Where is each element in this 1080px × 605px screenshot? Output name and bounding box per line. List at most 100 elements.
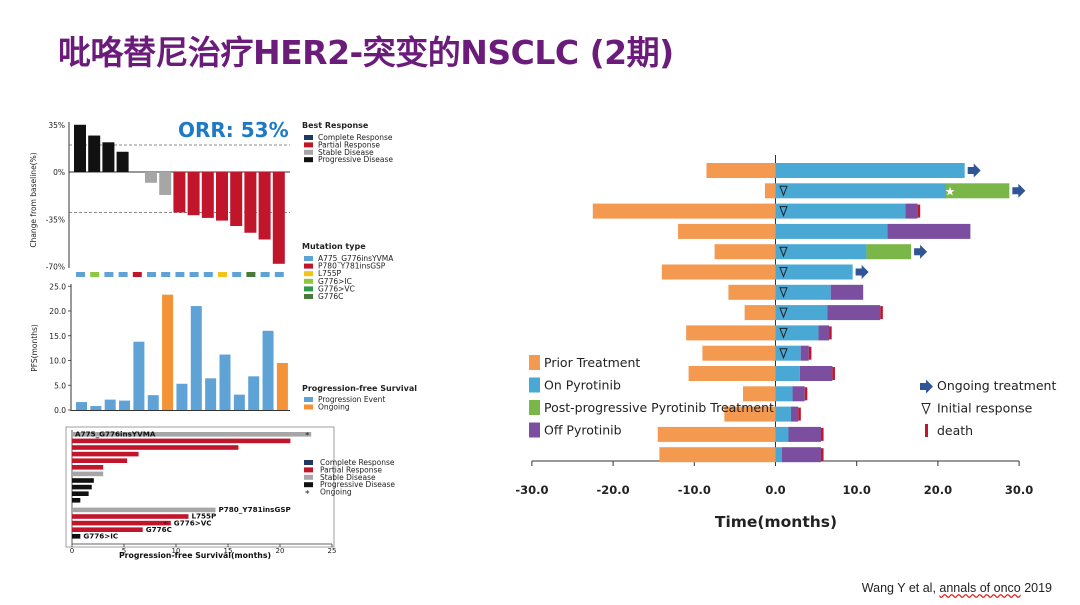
mutation-legend-label: P780_Y781insGSP xyxy=(318,262,386,271)
pfs-bar xyxy=(205,378,217,410)
waterfall-bar xyxy=(116,151,129,172)
mutation-legend-label: G776>IC xyxy=(318,277,352,286)
waterfall-bar xyxy=(145,172,157,183)
swimmer-small-ongoing-star: * xyxy=(164,520,168,529)
swimmer-bar-on-pyrotinib xyxy=(775,447,782,463)
best-response-legend-title: Best Response xyxy=(302,121,369,130)
mutation-cell xyxy=(90,272,100,277)
swimmer-bar-off-pyrotinib xyxy=(799,366,833,381)
swimmer-small-bar xyxy=(72,445,239,450)
swimmer-death-marker xyxy=(829,326,832,340)
swimmer-bar-prior-treatment xyxy=(744,305,776,321)
waterfall-bar xyxy=(159,172,172,195)
swimmer-small-bar xyxy=(72,534,81,539)
pfs-bar-chart: 0.0 5.0 10.0 15.0 20.0 25.0 PFS(months) Progres… xyxy=(30,282,417,415)
pfs-bar xyxy=(76,402,87,410)
waterfall-bar xyxy=(272,172,285,264)
swimmer-initial-response-marker xyxy=(779,327,788,339)
citation-prefix: Wang Y et al, xyxy=(861,581,940,595)
swimmer-initial-response-marker xyxy=(779,206,788,217)
swimmer-small-x-tick: 0 xyxy=(70,547,74,555)
pfs-y-tick: 5.0 xyxy=(54,381,66,390)
swimmer-initial-response-marker xyxy=(779,307,788,319)
orr-label: ORR: 53% xyxy=(178,118,289,142)
swimmer-bar-post-progressive xyxy=(866,244,912,260)
swimmer-bar-prior-treatment xyxy=(686,325,776,341)
swimmer-bar-prior-treatment xyxy=(678,223,776,239)
mutation-cell xyxy=(132,272,142,277)
swimmer-bar-on-pyrotinib xyxy=(775,284,831,300)
mutation-cell xyxy=(104,272,114,277)
waterfall-y-label: Change from baseline(%) xyxy=(29,152,38,247)
pfs-y-label: PFS(months) xyxy=(30,324,39,372)
swimmer-bar-off-pyrotinib xyxy=(818,325,830,341)
swimmer-bar-prior-treatment xyxy=(702,345,776,361)
swimmer-bar-on-pyrotinib xyxy=(775,345,801,361)
swimmer-initial-response-marker xyxy=(779,246,788,258)
swimmer-small-x-tick: 10 xyxy=(172,547,181,555)
swimmer-bar-off-pyrotinib xyxy=(905,203,918,219)
swimmer-small-legend-swatch xyxy=(304,467,313,473)
best-response-legend-label: Stable Disease xyxy=(318,148,374,157)
swimmer-death-marker xyxy=(804,387,808,401)
swimmer-x-tick: -30.0 xyxy=(515,483,548,497)
swimmer-initial-response-marker xyxy=(779,267,788,278)
swimmer-small-legend-swatch xyxy=(304,482,313,488)
swimmer-small-row-label: P780_Y781insGSP xyxy=(219,505,291,514)
mutation-cell xyxy=(147,272,156,277)
pfs-bar xyxy=(119,400,131,410)
mutation-cell xyxy=(175,272,185,277)
pfs-legend-swatch xyxy=(304,404,313,410)
pfs-bar xyxy=(248,376,260,410)
swimmer-small-bar xyxy=(72,507,216,513)
swimmer-bar-on-pyrotinib xyxy=(775,244,867,260)
swimmer-x-tick: 20.0 xyxy=(924,483,952,497)
swimmer-small-bar xyxy=(72,498,81,503)
swimmer-small-bar xyxy=(72,520,171,526)
waterfall-bar xyxy=(230,172,243,226)
mutation-legend-swatch xyxy=(304,263,313,269)
mutation-legend-swatch xyxy=(304,286,313,292)
swimmer-initial-response-marker xyxy=(779,287,788,299)
pfs-bar xyxy=(104,399,116,410)
swimmer-small-bar xyxy=(72,491,89,496)
best-response-legend-swatch xyxy=(304,149,313,155)
swimmer-x-tick: 0.0 xyxy=(765,483,785,497)
swimmer-legend-label: Post-progressive Pyrotinib Treatment xyxy=(544,400,774,415)
mutation-legend-label: L755P xyxy=(318,269,341,278)
mutation-cell xyxy=(218,272,227,277)
mutation-legend-title: Mutation type xyxy=(302,242,366,251)
swimmer-small-legend-label: Complete Response xyxy=(320,458,395,467)
swimmer-bar-prior-treatment xyxy=(592,203,776,219)
citation-suffix: 2019 xyxy=(1020,581,1052,595)
swimmer-small-legend-label: Stable Disease xyxy=(320,473,376,482)
swimmer-bar-on-pyrotinib xyxy=(775,223,888,239)
mutation-cell xyxy=(232,272,242,277)
swimmer-death-marker xyxy=(820,427,824,441)
waterfall-bar xyxy=(102,142,115,172)
swimmer-bar-prior-treatment xyxy=(724,406,776,422)
swimmer-bar-on-pyrotinib xyxy=(775,163,965,178)
swimmer-bar-prior-treatment xyxy=(706,163,776,178)
swimmer-x-tick: 30.0 xyxy=(1005,483,1033,497)
best-response-legend-swatch xyxy=(304,142,313,148)
waterfall-bar xyxy=(187,172,200,216)
swimmer-small-legend-label: Partial Response xyxy=(320,465,382,474)
swimmer-small-bar xyxy=(72,438,291,444)
swimmer-bar-on-pyrotinib xyxy=(775,305,828,321)
pfs-bar xyxy=(176,383,188,410)
swimmer-star-marker: ★ xyxy=(945,184,956,198)
swimmer-bar-off-pyrotinib xyxy=(827,305,881,321)
swimmer-bar-on-pyrotinib xyxy=(775,264,853,280)
best-response-legend-label: Complete Response xyxy=(318,133,393,142)
waterfall-y-tick: 0% xyxy=(53,168,65,177)
swimmer-small-bar xyxy=(72,471,104,477)
swimmer-small-legend-symbol: * xyxy=(305,490,310,500)
swimmer-bar-prior-treatment xyxy=(659,447,776,463)
citation-link[interactable]: annals of onco xyxy=(939,581,1021,595)
slide-title: 吡咯替尼治疗HER2-突变的NSCLC (2期) xyxy=(58,33,674,72)
best-response-legend-label: Partial Response xyxy=(318,140,380,149)
swimmer-bar-prior-treatment xyxy=(657,426,776,442)
waterfall-y-tick: 35% xyxy=(48,121,65,130)
